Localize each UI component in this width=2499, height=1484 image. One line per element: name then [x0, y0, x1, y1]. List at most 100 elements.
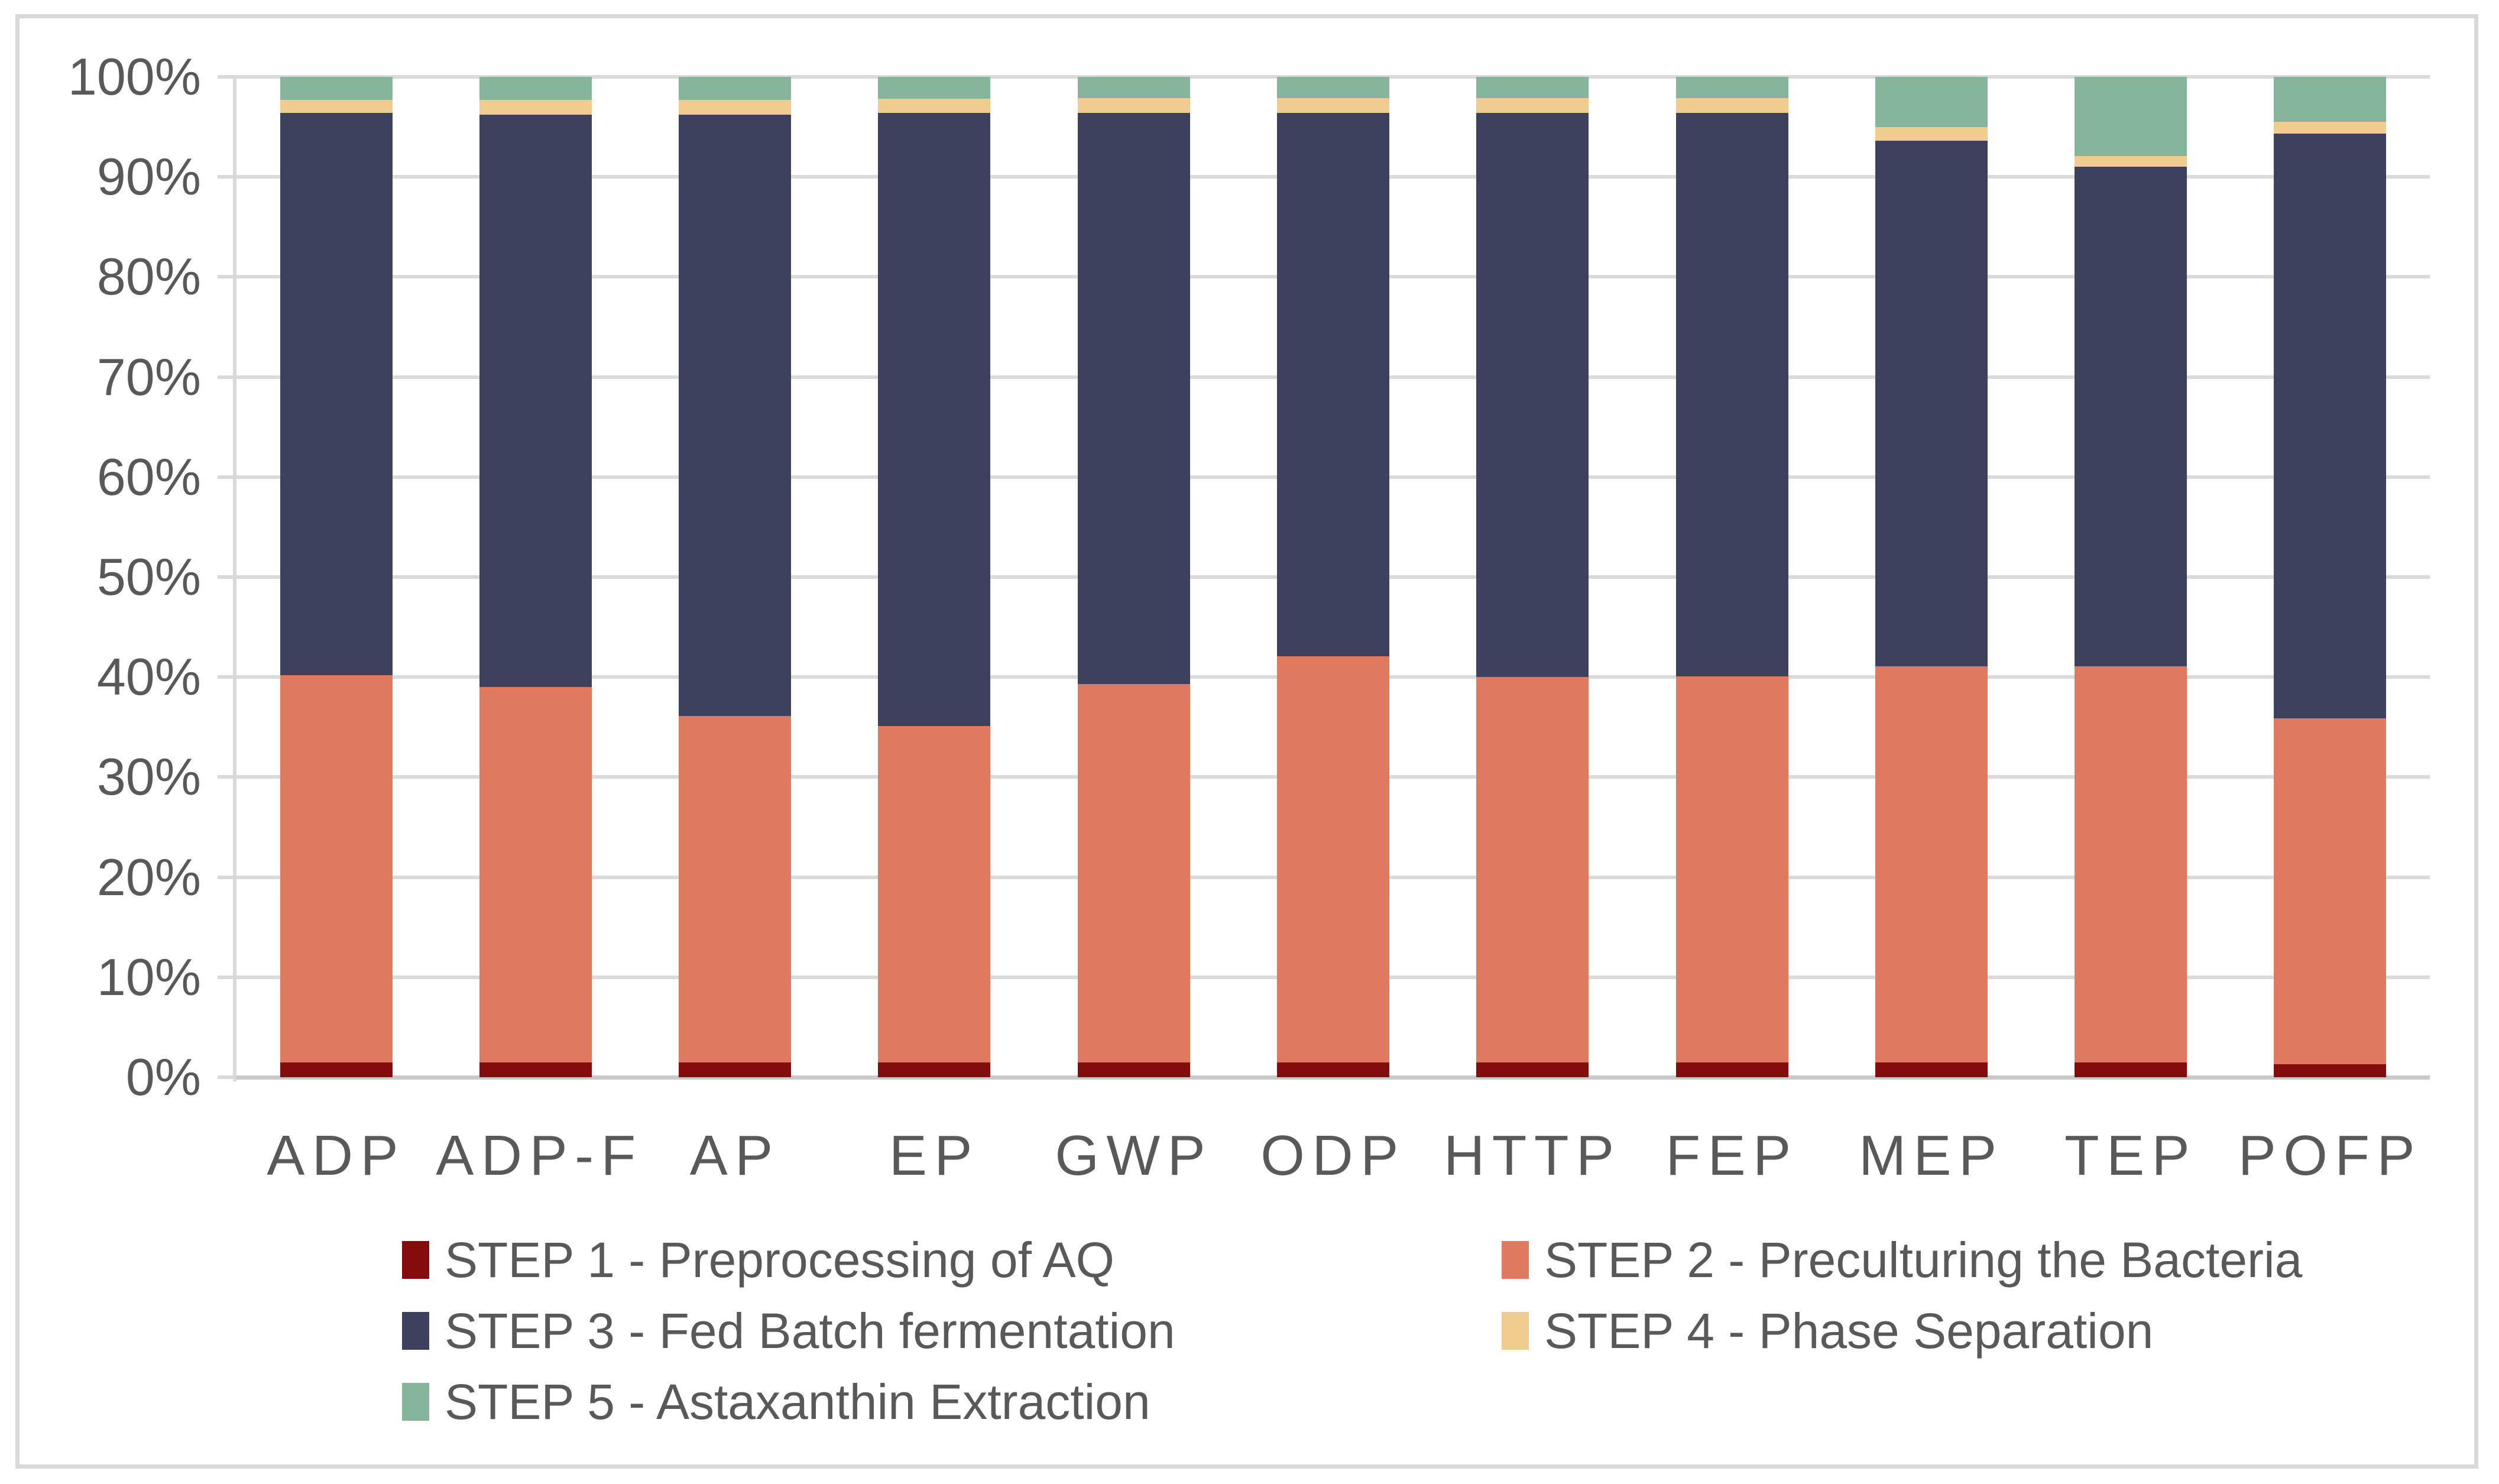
bar-segment-ADP-F-step4[interactable] [479, 99, 592, 115]
bar-segment-GWP-step2[interactable] [1077, 684, 1190, 1062]
x-axis-label-ADP-F: ADP-F [436, 1124, 643, 1187]
y-axis-tick-70 [218, 375, 236, 379]
legend-swatch-icon [402, 1383, 429, 1421]
y-axis-label-50: 50% [96, 547, 201, 606]
bar-segment-POFP-step2[interactable] [2274, 718, 2387, 1064]
bar-segment-MEP-step5[interactable] [1875, 77, 1988, 127]
x-axis-label-FEP: FEP [1665, 1124, 1798, 1187]
legend-item-step5[interactable]: STEP 5 - Astaxanthin Extraction [402, 1375, 1502, 1429]
bar-segment-ODP-step1[interactable] [1277, 1062, 1389, 1077]
bar-segment-MEP-step2[interactable] [1875, 666, 1988, 1062]
plot-area: 100% 90% 80% 70% 60% 50% 40% 30% 20% 10% 0% ADP ADP-… [20, 18, 2474, 1464]
bar-segment-ODP-step2[interactable] [1277, 656, 1389, 1062]
bar-segment-MEP-step3[interactable] [1875, 141, 1988, 666]
x-axis-label-TEP: TEP [2064, 1124, 2197, 1187]
bar-segment-TEP-step2[interactable] [2075, 666, 2187, 1062]
y-axis-label-30: 30% [96, 747, 201, 806]
bar-segment-ADP-F-step5[interactable] [479, 77, 592, 100]
bar-segment-ODP-step5[interactable] [1277, 77, 1389, 98]
x-axis-label-EP: EP [889, 1124, 980, 1187]
bar-segment-POFP-step5[interactable] [2274, 77, 2387, 122]
y-axis-label-100: 100% [67, 47, 201, 106]
bar-segment-TEP-step5[interactable] [2075, 77, 2187, 156]
bar-segment-POFP-step3[interactable] [2274, 134, 2387, 718]
y-axis-tick-50 [218, 575, 236, 579]
bar-segment-FEP-step3[interactable] [1675, 112, 1788, 676]
bar-segment-EP-step4[interactable] [878, 99, 991, 113]
y-axis-label-0: 0% [125, 1048, 201, 1106]
bar-segment-TEP-step1[interactable] [2075, 1062, 2187, 1077]
bar-segment-AP-step2[interactable] [679, 716, 792, 1062]
bar-segment-ODP-step3[interactable] [1277, 112, 1389, 656]
bar-segment-AP-step1[interactable] [679, 1062, 792, 1077]
bar-segment-HTTP-step1[interactable] [1476, 1062, 1589, 1077]
gridline-0 [236, 1075, 2430, 1080]
bar-segment-GWP-step1[interactable] [1077, 1062, 1190, 1077]
bar-segment-ADP-step4[interactable] [280, 99, 393, 113]
legend-swatch-icon [402, 1312, 429, 1350]
bar-segment-ADP-step3[interactable] [280, 112, 393, 675]
x-axis-label-GWP: GWP [1055, 1124, 1213, 1187]
bar-segment-GWP-step3[interactable] [1077, 112, 1190, 685]
y-axis-label-10: 10% [96, 947, 201, 1006]
bar-segment-ADP-F-step1[interactable] [479, 1062, 592, 1077]
y-axis-label-20: 20% [96, 847, 201, 906]
y-axis-label-70: 70% [96, 347, 201, 406]
bar-segment-POFP-step1[interactable] [2274, 1064, 2387, 1077]
bar-segment-MEP-step4[interactable] [1875, 127, 1988, 141]
bar-segment-FEP-step5[interactable] [1675, 77, 1788, 98]
x-axis-label-HTTP: HTTP [1443, 1124, 1622, 1187]
y-axis-tick-20 [218, 875, 236, 879]
bar-segment-EP-step2[interactable] [878, 726, 991, 1062]
y-axis-line [233, 75, 236, 1081]
bar-segment-TEP-step3[interactable] [2075, 167, 2187, 666]
legend: STEP 1 - Preprocessing of AQ STEP 2 - Pre… [402, 1233, 2459, 1429]
bar-segment-ADP-step2[interactable] [280, 675, 393, 1062]
legend-swatch-icon [402, 1241, 429, 1279]
bar-segment-FEP-step2[interactable] [1675, 676, 1788, 1062]
bar-segment-ODP-step4[interactable] [1277, 98, 1389, 113]
bar-segment-POFP-step4[interactable] [2274, 122, 2387, 134]
bar-segment-AP-step4[interactable] [679, 99, 792, 115]
legend-item-step1[interactable]: STEP 1 - Preprocessing of AQ [402, 1233, 1502, 1287]
bar-segment-ADP-F-step2[interactable] [479, 687, 592, 1062]
legend-label: STEP 3 - Fed Batch fermentation [445, 1303, 1175, 1359]
bar-segment-HTTP-step5[interactable] [1476, 77, 1589, 98]
legend-item-step4[interactable]: STEP 4 - Phase Separation [1502, 1304, 2459, 1358]
bar-segment-HTTP-step4[interactable] [1476, 98, 1589, 113]
bar-segment-EP-step1[interactable] [878, 1062, 991, 1077]
legend-item-step2[interactable]: STEP 2 - Preculturing the Bacteria [1502, 1233, 2459, 1287]
legend-label: STEP 5 - Astaxanthin Extraction [445, 1374, 1150, 1430]
bar-segment-ADP-step5[interactable] [280, 77, 393, 100]
y-axis-label-40: 40% [96, 647, 201, 707]
y-axis-tick-90 [218, 175, 236, 179]
y-axis-label-80: 80% [96, 247, 201, 306]
bar-segment-HTTP-step3[interactable] [1476, 112, 1589, 678]
legend-label: STEP 4 - Phase Separation [1544, 1303, 2154, 1359]
legend-item-step3[interactable]: STEP 3 - Fed Batch fermentation [402, 1304, 1502, 1358]
y-axis-label-60: 60% [96, 447, 201, 506]
bar-segment-ADP-F-step3[interactable] [479, 115, 592, 688]
legend-swatch-icon [1502, 1312, 1529, 1350]
bar-segment-FEP-step1[interactable] [1675, 1062, 1788, 1077]
bar-segment-GWP-step4[interactable] [1077, 98, 1190, 113]
bar-segment-EP-step5[interactable] [878, 77, 991, 99]
x-axis-label-AP: AP [689, 1124, 780, 1187]
x-axis-label-MEP: MEP [1859, 1124, 2004, 1187]
y-axis-tick-80 [218, 275, 236, 279]
y-axis-tick-30 [218, 775, 236, 779]
y-axis-tick-100 [218, 75, 236, 79]
bar-segment-GWP-step5[interactable] [1077, 77, 1190, 98]
y-axis-tick-0 [218, 1075, 236, 1079]
bar-segment-AP-step3[interactable] [679, 115, 792, 717]
bar-segment-HTTP-step2[interactable] [1476, 677, 1589, 1062]
bar-segment-EP-step3[interactable] [878, 112, 991, 727]
bar-segment-FEP-step4[interactable] [1675, 98, 1788, 113]
bar-segment-ADP-step1[interactable] [280, 1062, 393, 1077]
chart-frame: 100% 90% 80% 70% 60% 50% 40% 30% 20% 10% 0% ADP ADP-… [15, 14, 2478, 1469]
bar-segment-TEP-step4[interactable] [2075, 155, 2187, 167]
bar-segment-AP-step5[interactable] [679, 77, 792, 100]
bar-segment-MEP-step1[interactable] [1875, 1062, 1988, 1077]
legend-label: STEP 1 - Preprocessing of AQ [445, 1232, 1114, 1288]
